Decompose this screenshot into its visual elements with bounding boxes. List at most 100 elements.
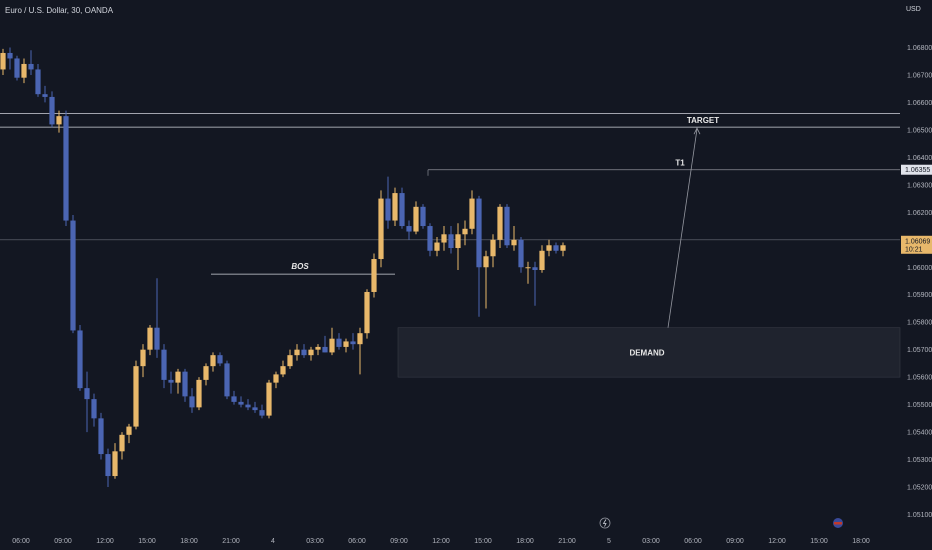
- x-tick-label: 21:00: [222, 538, 240, 545]
- candle[interactable]: [245, 399, 251, 411]
- candle[interactable]: [119, 432, 125, 460]
- candle[interactable]: [182, 368, 188, 402]
- candle[interactable]: [546, 239, 552, 257]
- candle-body: [28, 63, 34, 70]
- candle[interactable]: [35, 63, 41, 97]
- candle[interactable]: [392, 187, 398, 227]
- candle[interactable]: [371, 253, 377, 298]
- candle-body: [231, 396, 237, 402]
- candle[interactable]: [133, 360, 139, 430]
- candle[interactable]: [469, 190, 475, 235]
- candle[interactable]: [98, 412, 104, 460]
- candle[interactable]: [231, 390, 237, 405]
- candle[interactable]: [147, 324, 153, 356]
- candle[interactable]: [357, 327, 363, 375]
- candle[interactable]: [238, 396, 244, 408]
- t1-price-label: 1.06355: [905, 167, 930, 174]
- candle[interactable]: [189, 388, 195, 413]
- candle[interactable]: [14, 55, 20, 81]
- candle[interactable]: [308, 346, 314, 361]
- candle-body: [462, 228, 468, 235]
- candle[interactable]: [497, 204, 503, 249]
- candle[interactable]: [294, 344, 300, 361]
- candle[interactable]: [217, 352, 223, 367]
- candle[interactable]: [7, 47, 13, 70]
- candle[interactable]: [126, 423, 132, 444]
- candle[interactable]: [553, 242, 559, 254]
- y-tick-label: 1.05200: [907, 485, 932, 492]
- candle[interactable]: [301, 344, 307, 358]
- candle-body: [154, 327, 160, 350]
- candle[interactable]: [434, 237, 440, 257]
- candle[interactable]: [315, 344, 321, 356]
- candle[interactable]: [273, 371, 279, 389]
- candle[interactable]: [427, 223, 433, 257]
- candle-body: [553, 245, 559, 251]
- candle[interactable]: [413, 201, 419, 235]
- lightning-icon[interactable]: [599, 517, 611, 529]
- candle[interactable]: [420, 204, 426, 229]
- candle[interactable]: [210, 352, 216, 372]
- candle-body: [63, 116, 69, 221]
- candle[interactable]: [0, 48, 6, 75]
- candle[interactable]: [406, 220, 412, 240]
- candle[interactable]: [378, 190, 384, 268]
- candle[interactable]: [203, 363, 209, 386]
- candle[interactable]: [154, 278, 160, 358]
- candle[interactable]: [476, 195, 482, 317]
- candle[interactable]: [483, 250, 489, 309]
- candle[interactable]: [518, 237, 524, 273]
- candle[interactable]: [168, 371, 174, 394]
- candle[interactable]: [490, 234, 496, 268]
- candle-body: [49, 96, 55, 125]
- candle[interactable]: [196, 377, 202, 411]
- candle[interactable]: [343, 338, 349, 353]
- y-tick-label: 1.05700: [907, 347, 932, 354]
- candle[interactable]: [21, 58, 27, 84]
- y-tick-label: 1.06000: [907, 265, 932, 272]
- candle-body: [203, 366, 209, 380]
- candle[interactable]: [385, 176, 391, 229]
- candle[interactable]: [266, 379, 272, 419]
- candle[interactable]: [280, 360, 286, 378]
- candle[interactable]: [49, 91, 55, 128]
- candle[interactable]: [532, 261, 538, 306]
- candle[interactable]: [112, 443, 118, 479]
- candle[interactable]: [504, 204, 510, 249]
- candle[interactable]: [259, 404, 265, 419]
- candle[interactable]: [539, 245, 545, 273]
- candle[interactable]: [364, 289, 370, 339]
- candle[interactable]: [84, 371, 90, 433]
- candle[interactable]: [329, 327, 335, 356]
- demand-zone[interactable]: [397, 327, 901, 378]
- candle[interactable]: [448, 226, 454, 254]
- candle[interactable]: [287, 349, 293, 369]
- candle[interactable]: [91, 393, 97, 427]
- candle[interactable]: [560, 242, 566, 257]
- candle[interactable]: [224, 360, 230, 400]
- candle[interactable]: [63, 110, 69, 227]
- candle[interactable]: [441, 226, 447, 251]
- candle[interactable]: [462, 220, 468, 246]
- candle[interactable]: [322, 335, 328, 353]
- candle[interactable]: [70, 215, 76, 334]
- candle[interactable]: [455, 223, 461, 270]
- x-tick-label: 12:00: [768, 538, 786, 545]
- candle[interactable]: [56, 110, 62, 133]
- candle[interactable]: [525, 261, 531, 284]
- candle[interactable]: [175, 368, 181, 394]
- candle[interactable]: [77, 324, 83, 391]
- candle[interactable]: [28, 50, 34, 75]
- candle[interactable]: [42, 85, 48, 103]
- candle[interactable]: [350, 333, 356, 350]
- candle[interactable]: [252, 401, 258, 413]
- target-arrow[interactable]: [667, 129, 698, 328]
- candle[interactable]: [511, 226, 517, 251]
- candle[interactable]: [105, 448, 111, 488]
- y-tick-label: 1.06600: [907, 100, 932, 107]
- candle[interactable]: [161, 344, 167, 389]
- candle[interactable]: [336, 333, 342, 350]
- candle[interactable]: [140, 344, 146, 378]
- candle[interactable]: [399, 187, 405, 229]
